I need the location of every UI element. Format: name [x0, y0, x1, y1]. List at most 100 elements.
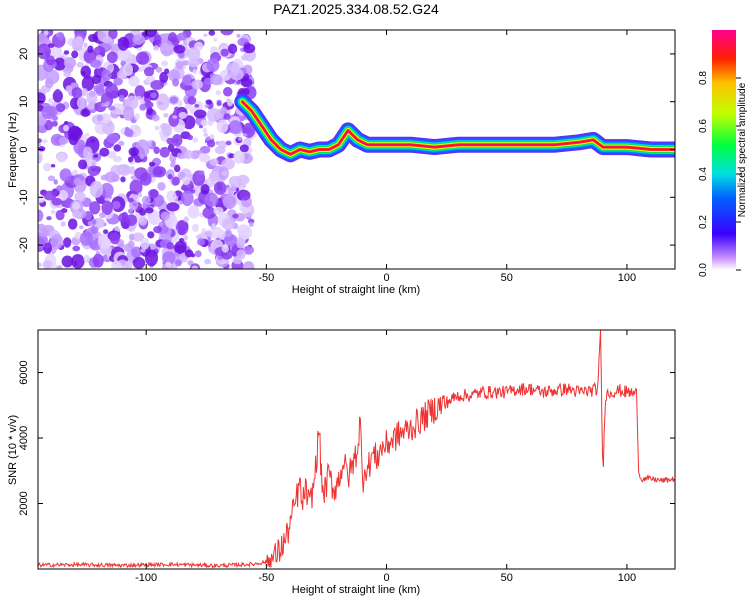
noise-speckle-dot — [38, 43, 51, 60]
noise-speckle-dot — [161, 123, 173, 137]
noise-speckle-dot — [235, 80, 241, 85]
noise-speckle-dot — [132, 34, 145, 45]
noise-speckle-dot — [232, 255, 243, 265]
colorbar-tick-label: 0.4 — [698, 167, 709, 181]
noise-speckle-dot — [80, 70, 86, 76]
noise-speckle-dot — [108, 30, 118, 40]
noise-speckle-dot — [213, 181, 227, 195]
noise-speckle-dot — [91, 74, 102, 85]
noise-speckle-dot — [199, 145, 211, 154]
noise-speckle-dot — [100, 182, 114, 198]
noise-speckle-dot — [63, 70, 71, 77]
noise-speckle-dot — [221, 170, 228, 177]
x-tick-label: 50 — [501, 272, 513, 284]
noise-speckle-dot — [183, 234, 189, 241]
noise-speckle-dot — [47, 43, 55, 48]
colorbar-gradient — [712, 30, 736, 270]
noise-speckle-dot — [205, 99, 213, 105]
noise-speckle-dot — [177, 152, 183, 158]
noise-speckle-dot — [238, 136, 243, 141]
colorbar-tick-label: 0.0 — [698, 263, 709, 277]
noise-speckle-dot — [112, 155, 122, 163]
noise-speckle-dot — [67, 218, 78, 230]
noise-speckle-dot — [118, 94, 125, 102]
noise-speckle-dot — [146, 106, 154, 116]
noise-speckle-dot — [158, 221, 164, 227]
noise-speckle-dot — [79, 225, 84, 230]
noise-speckle-dot — [124, 128, 134, 137]
noise-speckle-dot — [99, 212, 106, 219]
noise-speckle-dot — [144, 101, 154, 109]
noise-speckle-dot — [180, 185, 186, 191]
y-tick-label: -20 — [18, 237, 30, 253]
noise-speckle-dot — [118, 212, 128, 223]
noise-speckle-dot — [127, 156, 134, 163]
noise-speckle-dot — [201, 227, 207, 235]
noise-speckle-dot — [71, 37, 83, 52]
noise-speckle-dot — [151, 114, 160, 122]
noise-speckle-dot — [86, 103, 95, 110]
noise-speckle-dot — [205, 230, 213, 238]
snr-frame — [37, 329, 676, 570]
noise-speckle-dot — [153, 146, 160, 154]
noise-speckle-dot — [220, 106, 228, 115]
noise-speckle-dot — [203, 133, 208, 137]
noise-speckle-dot — [193, 109, 207, 119]
noise-speckle-dot — [130, 175, 137, 180]
noise-speckle — [38, 30, 257, 269]
noise-speckle-dot — [245, 245, 250, 252]
noise-speckle-dot — [93, 46, 106, 57]
noise-speckle-dot — [105, 82, 119, 99]
colorbar-tick-label: 0.6 — [698, 119, 709, 133]
noise-speckle-dot — [71, 169, 79, 177]
noise-speckle-dot — [166, 241, 175, 250]
bottom-y-ticks: 2000 4000 6000 — [18, 360, 675, 516]
noise-speckle-dot — [38, 146, 46, 152]
noise-speckle-dot — [239, 144, 249, 153]
noise-speckle-dot — [93, 154, 99, 158]
noise-speckle-dot — [47, 97, 54, 104]
noise-speckle-dot — [53, 57, 66, 71]
colorbar-tick-label: 0.2 — [698, 215, 709, 229]
noise-speckle-dot — [198, 170, 205, 175]
noise-speckle-dot — [55, 209, 65, 221]
noise-speckle-dot — [102, 36, 113, 44]
noise-speckle-dot — [145, 75, 156, 84]
noise-speckle-dot — [45, 55, 55, 66]
noise-speckle-dot — [96, 114, 104, 122]
noise-speckle-dot — [99, 147, 110, 157]
noise-speckle-dot — [42, 260, 52, 269]
noise-speckle-dot — [145, 207, 154, 214]
noise-speckle-dot — [89, 180, 104, 198]
noise-speckle-dot — [139, 104, 147, 111]
noise-speckle-dot — [182, 115, 196, 130]
noise-speckle-dot — [38, 92, 46, 105]
noise-speckle-dot — [59, 168, 72, 182]
noise-speckle-dot — [233, 150, 245, 164]
noise-speckle-dot — [131, 232, 145, 242]
noise-speckle-dot — [76, 97, 86, 109]
noise-speckle-dot — [228, 175, 243, 187]
noise-speckle-dot — [242, 261, 255, 269]
x-tick-label: 100 — [618, 272, 636, 284]
y-tick-label: 0 — [18, 146, 30, 152]
top-y-axis-label: Frequency (Hz) — [7, 112, 19, 188]
noise-speckle-dot — [223, 113, 231, 120]
noise-speckle-dot — [120, 176, 126, 183]
noise-speckle-dot — [220, 30, 234, 36]
noise-speckle-dot — [187, 205, 200, 219]
noise-speckle-dot — [93, 84, 107, 94]
noise-speckle-dot — [232, 213, 239, 219]
noise-speckle-dot — [213, 37, 218, 42]
noise-speckle-dot — [206, 108, 221, 122]
noise-speckle-dot — [198, 153, 211, 163]
noise-speckle-dot — [84, 132, 90, 137]
noise-speckle-dot — [50, 163, 56, 168]
noise-speckle-dot — [111, 260, 122, 269]
noise-speckle-dot — [160, 40, 174, 57]
noise-speckle-dot — [61, 255, 74, 268]
noise-speckle-dot — [47, 175, 56, 182]
noise-speckle-dot — [72, 210, 82, 219]
noise-speckle-dot — [173, 164, 181, 173]
x-tick-label: -50 — [258, 272, 274, 284]
